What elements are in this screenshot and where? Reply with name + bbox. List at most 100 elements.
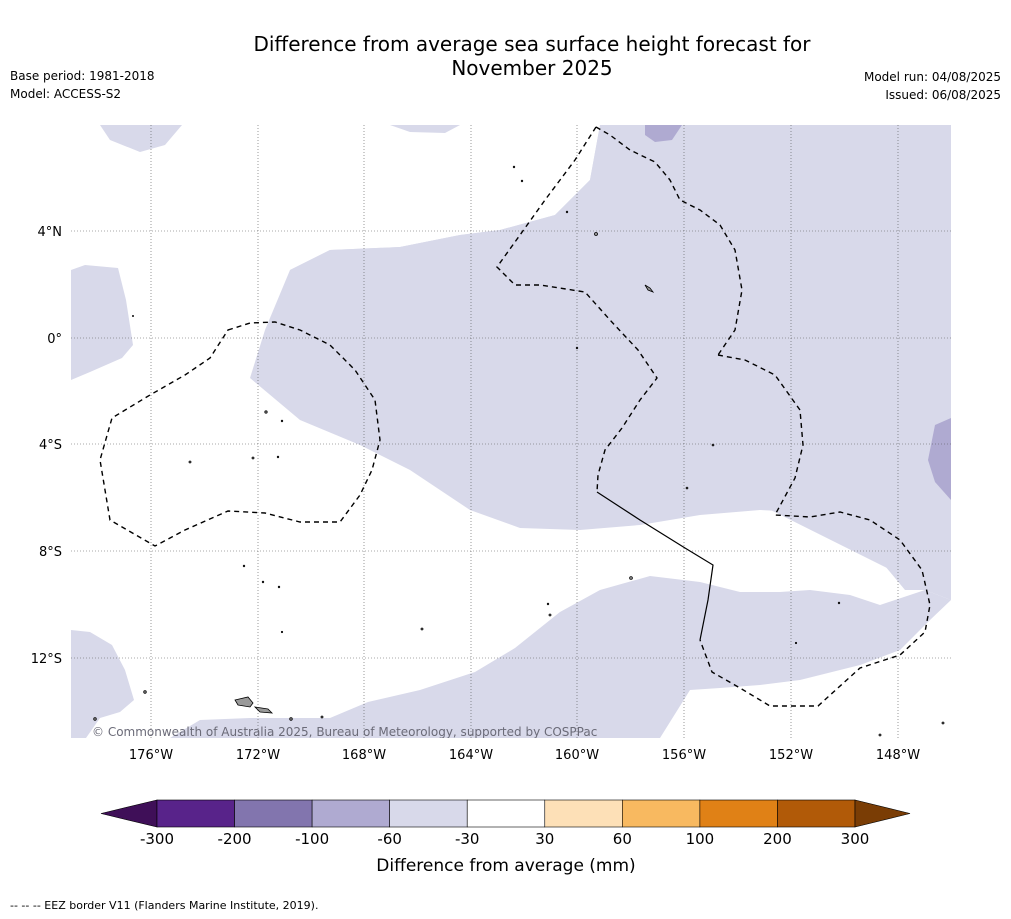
eez-border-kiribati-north <box>595 126 743 356</box>
island-kiritimati <box>644 284 655 293</box>
latitude-labels: 4°N 0° 4°S 8°S 12°S <box>31 225 62 667</box>
base-period: Base period: 1981-2018 <box>10 69 155 83</box>
island-dot <box>420 627 424 631</box>
latitude-label: 4°N <box>38 225 63 240</box>
island-dot <box>575 346 579 350</box>
latitude-label: 8°S <box>39 545 62 560</box>
longitude-label: 152°W <box>769 748 813 763</box>
anomaly-region-southwest <box>71 630 134 738</box>
island-dot <box>280 630 284 634</box>
island-dot <box>594 232 598 236</box>
island-dot <box>794 641 798 645</box>
colorbar-tick-label: 100 <box>686 830 715 848</box>
island-dot <box>188 460 192 464</box>
island-dot <box>520 179 524 183</box>
copyright-notice: © Commonwealth of Australia 2025, Bureau… <box>92 725 597 739</box>
longitude-label: 168°W <box>342 748 386 763</box>
island-dot <box>276 455 280 459</box>
anomaly-region-northwest <box>100 125 182 152</box>
islands <box>93 165 945 737</box>
island-dot <box>320 715 324 719</box>
meta-right: Model run: 04/08/2025 Issued: 06/08/2025 <box>864 68 1001 104</box>
island-dot <box>261 580 265 584</box>
anomaly-region-north <box>390 125 460 133</box>
chart-title: Difference from average sea surface heig… <box>0 32 1011 80</box>
colorbar-tick-label: 30 <box>535 830 554 848</box>
gridlines <box>71 125 951 738</box>
issued-date: Issued: 06/08/2025 <box>885 88 1001 102</box>
latitude-label: 0° <box>47 332 62 347</box>
maritime-boundary <box>596 491 714 641</box>
island-dot <box>251 456 255 460</box>
colorbar-tick-label: -30 <box>455 830 480 848</box>
island-dot <box>131 314 134 317</box>
colorbar-tick-label: -60 <box>377 830 402 848</box>
colorbar-segment <box>466 799 546 828</box>
anomaly-strong-north <box>645 125 682 142</box>
eez-border-east <box>699 354 931 707</box>
meta-left: Base period: 1981-2018 Model: ACCESS-S2 <box>10 67 155 103</box>
anomaly-strong-east <box>928 418 951 500</box>
title-line-2: November 2025 <box>451 56 613 80</box>
island-dot <box>878 733 882 737</box>
boundary-segment <box>596 491 714 641</box>
longitude-label: 156°W <box>662 748 706 763</box>
eez-borders <box>99 126 931 707</box>
island-dot <box>143 690 147 694</box>
colorbar-label: Difference from average (mm) <box>376 856 635 876</box>
model-run-date: Model run: 04/08/2025 <box>863 70 1001 84</box>
anomaly-strong-regions <box>645 125 951 500</box>
island-dot <box>548 613 552 617</box>
island-dot <box>565 210 569 214</box>
eez-border-tokelau <box>99 321 381 547</box>
island-dot <box>93 717 97 721</box>
longitude-label: 164°W <box>449 748 493 763</box>
island-dot <box>711 443 715 447</box>
colorbar-segment <box>234 799 313 828</box>
island-dot <box>280 419 284 423</box>
colorbar-segment <box>699 799 778 828</box>
island-samoa-savaii <box>234 696 254 708</box>
colorbar-tick-label: -200 <box>218 830 252 848</box>
colorbar-segment <box>311 799 390 828</box>
island-dot <box>837 601 841 605</box>
model-name: Model: ACCESS-S2 <box>10 87 122 101</box>
island-dot <box>264 410 268 414</box>
longitude-label: 160°W <box>555 748 599 763</box>
island-dot <box>289 717 293 721</box>
island-samoa-upolu <box>253 706 274 714</box>
colorbar-min-extension <box>100 799 158 828</box>
island-dot <box>277 585 281 589</box>
island-dot <box>512 165 516 169</box>
colorbar-segment <box>156 799 235 828</box>
map-panel: © Commonwealth of Australia 2025, Bureau… <box>71 125 951 739</box>
colorbar-segment <box>622 799 701 828</box>
colorbar-tick-label: 60 <box>613 830 632 848</box>
colorbar-tick-label: -100 <box>295 830 329 848</box>
latitude-label: 4°S <box>39 438 62 453</box>
colorbar-tick-label: 300 <box>841 830 870 848</box>
footer-note: -- -- -- EEZ border V11 (Flanders Marine… <box>10 899 319 912</box>
island-dot <box>685 486 689 490</box>
longitude-labels: 176°W 172°W 168°W 164°W 160°W 156°W 152°W 148°W <box>129 748 920 763</box>
colorbar-max-extension <box>854 799 911 828</box>
colorbar-tick-label: -300 <box>140 830 174 848</box>
island-dot <box>941 721 945 725</box>
colorbar-tick-label: 200 <box>763 830 792 848</box>
title-line-1: Difference from average sea surface heig… <box>253 32 811 56</box>
island-dot <box>546 602 550 606</box>
island-dot <box>629 576 633 580</box>
latitude-label: 12°S <box>31 652 62 667</box>
colorbar-segment <box>544 799 623 828</box>
colorbar: -300 -200 -100 -60 -30 30 60 100 200 300 <box>100 799 911 848</box>
longitude-label: 172°W <box>236 748 280 763</box>
longitude-label: 176°W <box>129 748 173 763</box>
eez-border-kiribati-inner <box>496 126 658 493</box>
colorbar-segment <box>777 799 856 828</box>
longitude-label: 148°W <box>876 748 920 763</box>
colorbar-segment <box>389 799 468 828</box>
anomaly-region-equatorial <box>250 125 951 600</box>
anomaly-regions <box>71 125 951 738</box>
island-dot <box>242 564 246 568</box>
